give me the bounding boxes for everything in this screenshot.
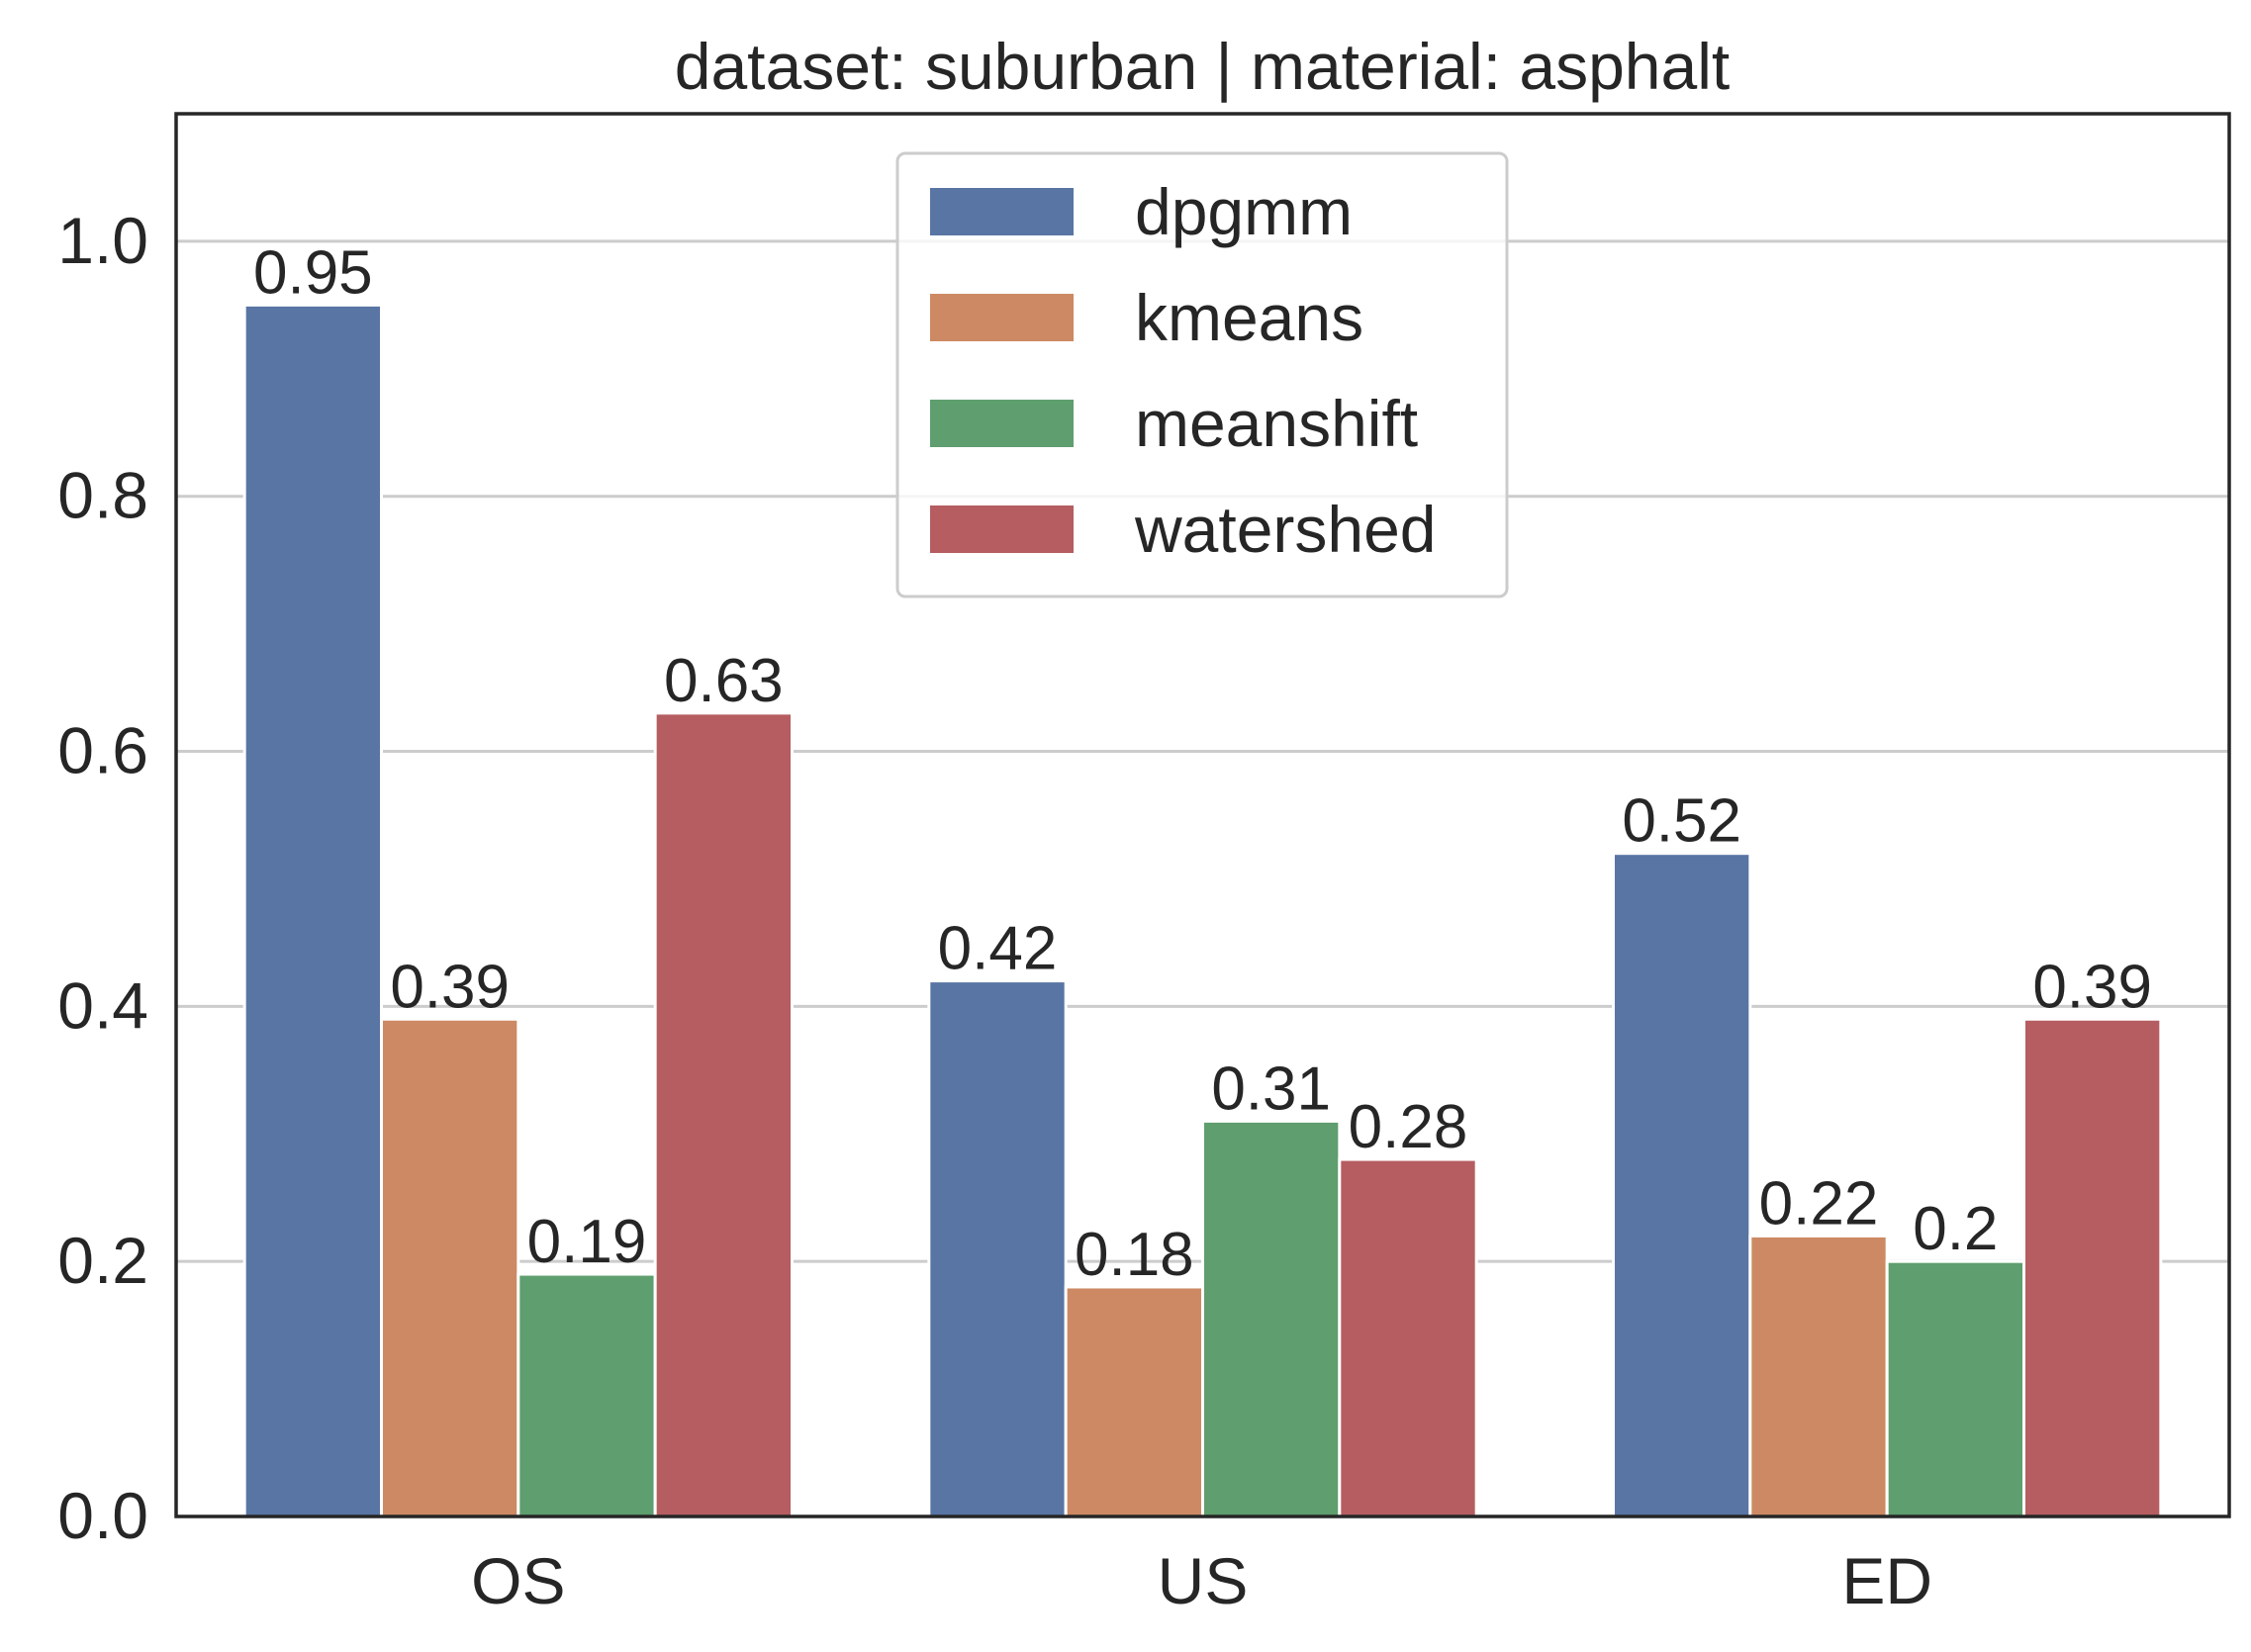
bar-kmeans-os: [380, 1017, 520, 1518]
bar-value-label: 0.18: [1075, 1221, 1194, 1289]
legend-swatch-kmeans: [930, 294, 1074, 341]
y-tick-label: 1.0: [57, 204, 148, 277]
legend-label-dpgmm: dpgmm: [1135, 175, 1353, 248]
bar-value-label: 0.63: [664, 647, 784, 715]
bars: [242, 303, 2163, 1518]
chart-title: dataset: suburban | material: asphalt: [675, 30, 1730, 103]
y-tick-label: 0.8: [57, 459, 148, 532]
y-tick-label: 0.0: [57, 1479, 148, 1552]
bar-value-label: 0.28: [1349, 1093, 1468, 1161]
bar-value-label: 0.39: [390, 953, 510, 1021]
bar-kmeans-ed: [1748, 1234, 1889, 1518]
legend-label-watershed: watershed: [1134, 493, 1437, 566]
legend-swatch-meanshift: [930, 400, 1074, 447]
bar-value-label: 0.42: [938, 915, 1058, 983]
bar-value-label: 0.52: [1622, 787, 1741, 856]
bar-watershed-ed: [2022, 1017, 2163, 1518]
x-tick-label-us: US: [1158, 1544, 1249, 1617]
bar-dpgmm-ed: [1612, 852, 1752, 1518]
bar-value-label: 0.31: [1211, 1055, 1331, 1123]
legend-label-kmeans: kmeans: [1135, 281, 1363, 354]
plot-frame: [174, 112, 2231, 1518]
bar-meanshift-us: [1201, 1119, 1342, 1518]
bar-watershed-os: [653, 711, 795, 1518]
bar-watershed-us: [1338, 1157, 1478, 1518]
legend: dpgmm kmeans meanshift watershed: [895, 151, 1509, 598]
y-tick-label: 0.2: [57, 1224, 148, 1297]
bar-value-label: 0.39: [2032, 953, 2152, 1021]
bar-dpgmm-os: [242, 303, 383, 1518]
y-tick-label: 0.6: [57, 714, 148, 787]
x-tick-label-os: OS: [471, 1544, 565, 1617]
bar-meanshift-ed: [1885, 1259, 2025, 1518]
x-axis-ticks: OS US ED: [471, 1544, 1932, 1617]
bar-meanshift-os: [516, 1272, 657, 1518]
bar-value-label: 0.19: [527, 1208, 647, 1276]
legend-box: [895, 151, 1509, 598]
legend-swatch-watershed: [930, 505, 1074, 553]
legend-swatch-dpgmm: [930, 188, 1074, 235]
bar-value-label: 0.95: [253, 238, 373, 307]
y-axis-ticks: 0.0 0.2 0.4 0.6 0.8 1.0: [57, 204, 148, 1552]
bar-labels: 0.95 0.42 0.52 0.39 0.18 0.22 0.19 0.31 0.2 0.63 0…: [253, 238, 2152, 1289]
bar-kmeans-us: [1064, 1285, 1204, 1518]
bar-dpgmm-us: [927, 979, 1068, 1518]
bar-value-label: 0.22: [1759, 1169, 1879, 1238]
bar-value-label: 0.2: [1913, 1195, 1998, 1263]
x-tick-label-ed: ED: [1841, 1544, 1932, 1617]
legend-label-meanshift: meanshift: [1135, 387, 1418, 460]
y-tick-label: 0.4: [57, 968, 148, 1042]
